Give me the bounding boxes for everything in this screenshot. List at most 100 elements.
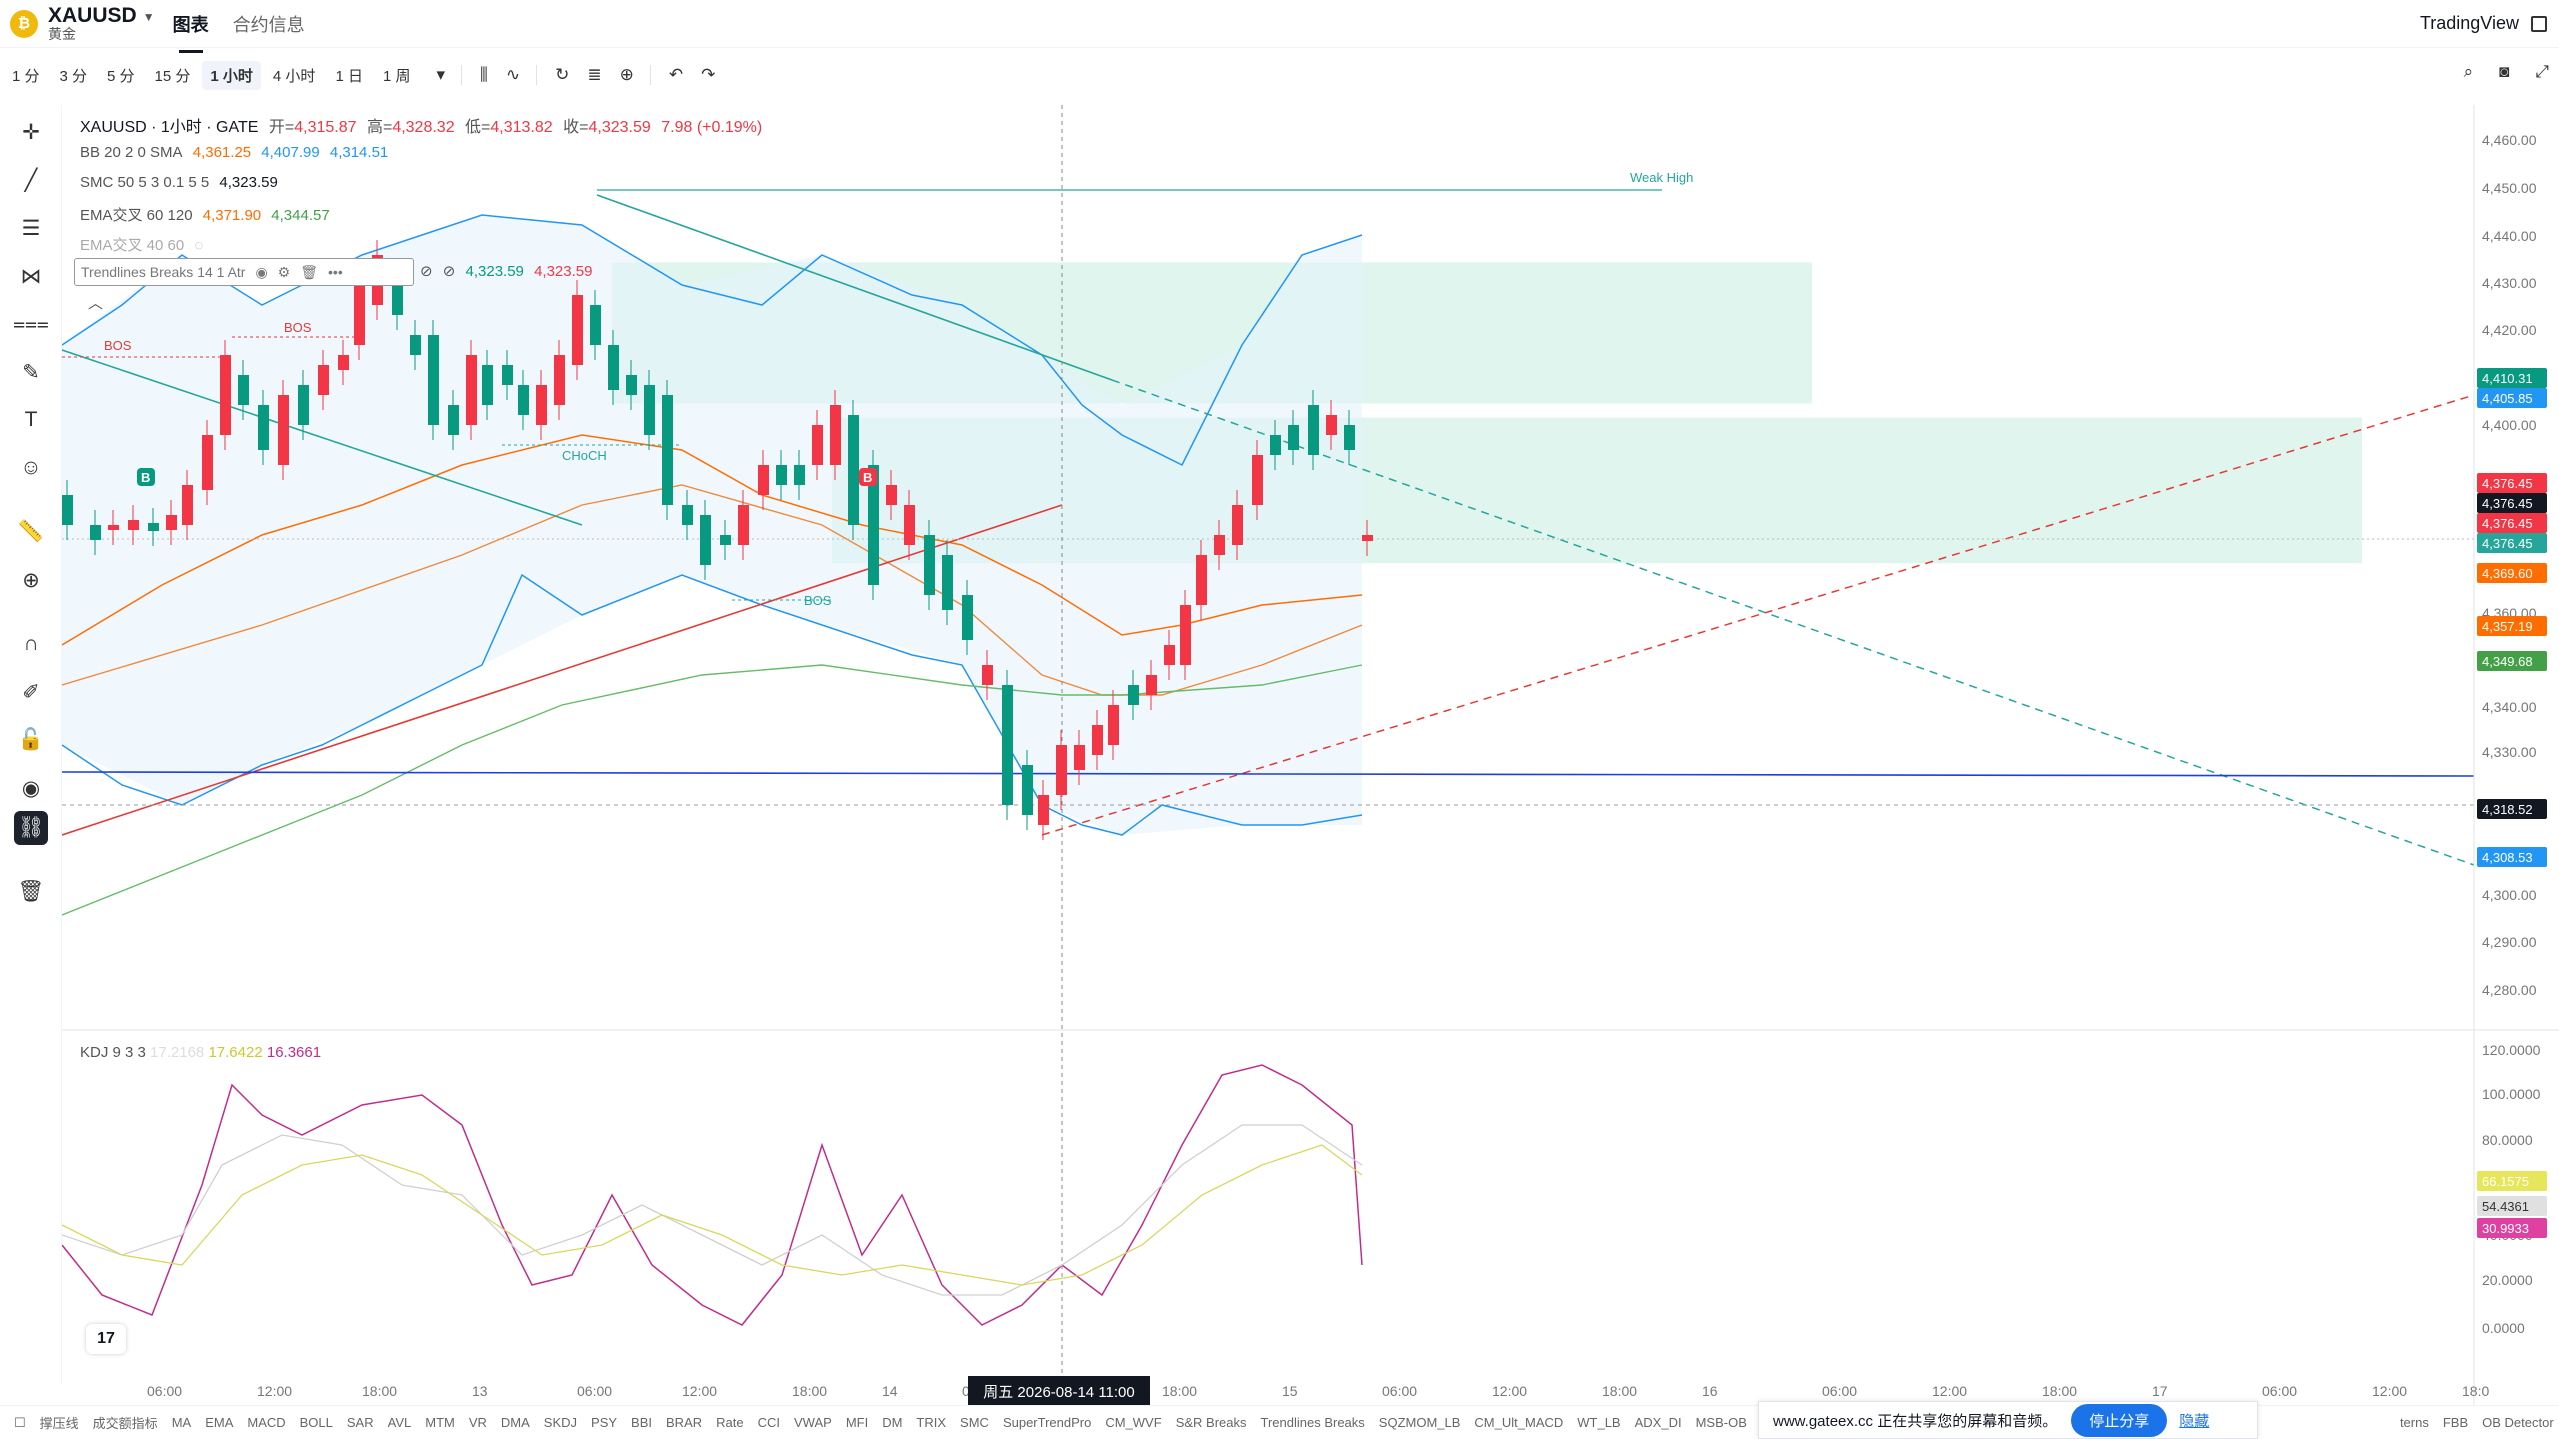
- indicator-item[interactable]: BOLL: [299, 1415, 333, 1430]
- link-icon[interactable]: ⛓: [14, 811, 48, 845]
- timeframe-5m[interactable]: 5 分: [107, 67, 135, 85]
- indicator-item[interactable]: TRIX: [916, 1415, 947, 1430]
- hide-button[interactable]: 隐藏: [2179, 1412, 2210, 1430]
- indicator-item[interactable]: CM_Ult_MACD: [1474, 1415, 1564, 1430]
- indicator-item[interactable]: SQZMOM_LB: [1378, 1415, 1461, 1430]
- collapse-legend-icon[interactable]: ︿: [88, 295, 104, 312]
- kdj-j: 16.3661: [266, 1044, 322, 1061]
- time-tick: 18:00: [1162, 1383, 1197, 1399]
- trendline-icon[interactable]: ╱: [24, 168, 38, 192]
- more-icon[interactable]: •••: [328, 264, 343, 280]
- indicator-item[interactable]: SuperTrendPro: [1002, 1415, 1092, 1430]
- candle: [1108, 705, 1119, 745]
- indicator-item[interactable]: OB Detector: [2482, 1415, 2554, 1430]
- eye-hidden-icon[interactable]: ◌: [194, 237, 204, 254]
- indicator-item[interactable]: ADX_DI: [1634, 1415, 1682, 1430]
- search-icon[interactable]: ⌕: [2463, 62, 2474, 81]
- indicator-item[interactable]: 撑压线: [39, 1416, 79, 1431]
- indicator-item[interactable]: SMC: [960, 1415, 989, 1430]
- kdj-badge: [2477, 1196, 2547, 1216]
- bb-value-1: 4,361.25: [192, 144, 252, 161]
- time-tick: 12:00: [682, 1383, 717, 1399]
- emoji-icon[interactable]: ☺: [20, 456, 42, 479]
- template-icon[interactable]: ≣: [587, 65, 602, 84]
- chevron-down-icon[interactable]: ▾: [436, 65, 446, 84]
- indicator-item[interactable]: DM: [882, 1415, 903, 1430]
- delete-icon[interactable]: 🗑: [300, 263, 319, 280]
- tab-chart[interactable]: 图表: [173, 7, 209, 53]
- candle: [1092, 725, 1103, 755]
- candle: [962, 595, 973, 640]
- horizontal-lines-icon[interactable]: ☰: [21, 216, 41, 240]
- gear-icon[interactable]: ⚙: [277, 263, 291, 280]
- indicator-item[interactable]: MFI: [845, 1415, 869, 1430]
- candle: [166, 515, 177, 530]
- indicator-item[interactable]: MACD: [247, 1415, 286, 1430]
- brush-icon[interactable]: ✎: [22, 360, 40, 384]
- indicator-item[interactable]: terns: [2399, 1415, 2429, 1430]
- chevron-down-icon[interactable]: ▼: [142, 9, 155, 24]
- stop-sharing-button[interactable]: 停止分享: [2071, 1403, 2168, 1437]
- candle: [1344, 425, 1355, 450]
- indicator-item[interactable]: MSB-OB: [1695, 1415, 1747, 1430]
- smc-legend: SMC 50 5 3 0.1 5 5 4,323.59: [80, 174, 284, 191]
- replay-icon[interactable]: ↻: [555, 65, 570, 84]
- indicator-item[interactable]: WT_LB: [1577, 1415, 1621, 1430]
- indicator-item[interactable]: SKDJ: [543, 1415, 578, 1430]
- timeframe-3m[interactable]: 3 分: [59, 67, 88, 85]
- trash-icon[interactable]: 🗑: [17, 880, 45, 903]
- timeframe-1w[interactable]: 1 周: [382, 67, 411, 85]
- camera-icon[interactable]: ◙: [2499, 62, 2510, 81]
- indicator-item[interactable]: VR: [468, 1415, 487, 1430]
- price-tick: 4,290.00: [2482, 934, 2537, 950]
- indicator-item[interactable]: 成交额指标: [92, 1416, 158, 1431]
- crosshair-icon[interactable]: ✛: [22, 120, 40, 144]
- tab-contract-info[interactable]: 合约信息: [232, 14, 305, 35]
- indicator-item[interactable]: CM_WVF: [1105, 1415, 1162, 1430]
- indicator-item[interactable]: VWAP: [794, 1415, 832, 1430]
- fib-icon[interactable]: ⩶: [13, 312, 49, 335]
- candle: [1180, 605, 1191, 665]
- eye-icon[interactable]: ◉: [21, 776, 41, 800]
- symbol-selector[interactable]: XAUUSD 黄金: [48, 4, 137, 42]
- indicator-item[interactable]: PSY: [591, 1415, 618, 1430]
- trendlines-legend[interactable]: Trendlines Breaks 14 1 Atr ◉ ⚙ 🗑 •••: [74, 258, 414, 286]
- candle: [1164, 645, 1175, 665]
- indicator-item[interactable]: EMA: [205, 1415, 234, 1430]
- timeframe-1d[interactable]: 1 日: [335, 67, 363, 85]
- candle-type-icon[interactable]: ⫼: [480, 65, 488, 84]
- indicator-item[interactable]: SAR: [346, 1415, 374, 1430]
- indicator-item[interactable]: BRAR: [666, 1415, 703, 1430]
- undo-icon[interactable]: ↶: [668, 65, 684, 84]
- text-icon[interactable]: T: [24, 408, 38, 431]
- indicator-item[interactable]: Trendlines Breaks: [1260, 1415, 1365, 1430]
- pattern-icon[interactable]: ⋈: [20, 264, 42, 288]
- indicator-item[interactable]: FBB: [2442, 1415, 2469, 1430]
- add-icon[interactable]: ⊕: [619, 65, 634, 84]
- timeframe-4h[interactable]: 4 小时: [272, 67, 316, 85]
- indicators-icon[interactable]: ∿: [505, 65, 521, 84]
- indicator-item[interactable]: MTM: [425, 1415, 455, 1430]
- indicator-item[interactable]: CCI: [757, 1415, 780, 1430]
- indicator-item[interactable]: BBI: [631, 1415, 653, 1430]
- timeframe-15m[interactable]: 15 分: [154, 67, 191, 85]
- tradingview-logo-icon[interactable]: 17: [86, 1324, 126, 1354]
- lock-icon[interactable]: 🔓: [17, 728, 45, 751]
- redo-icon[interactable]: ↷: [701, 65, 716, 84]
- indicator-item[interactable]: MA: [171, 1415, 192, 1430]
- indicator-item[interactable]: AVL: [387, 1415, 412, 1430]
- magnet-icon[interactable]: ∩: [23, 632, 39, 655]
- indicator-item[interactable]: Rate: [716, 1415, 744, 1430]
- zoom-in-icon[interactable]: ⊕: [22, 568, 40, 592]
- eye-icon[interactable]: ◉: [255, 263, 268, 280]
- timeframe-1h[interactable]: 1 小时: [202, 60, 261, 90]
- ruler-icon[interactable]: 📏: [17, 520, 45, 543]
- indicator-item[interactable]: DMA: [500, 1415, 530, 1430]
- fullscreen-toggle-icon[interactable]: [2531, 16, 2547, 32]
- indicator-item[interactable]: S&R Breaks: [1175, 1415, 1247, 1430]
- layout-icon[interactable]: ☐: [14, 1414, 26, 1430]
- lock-pen-icon[interactable]: ✐: [22, 680, 40, 704]
- timeframe-1m[interactable]: 1 分: [12, 67, 40, 85]
- expand-icon[interactable]: ⤢: [2535, 62, 2549, 81]
